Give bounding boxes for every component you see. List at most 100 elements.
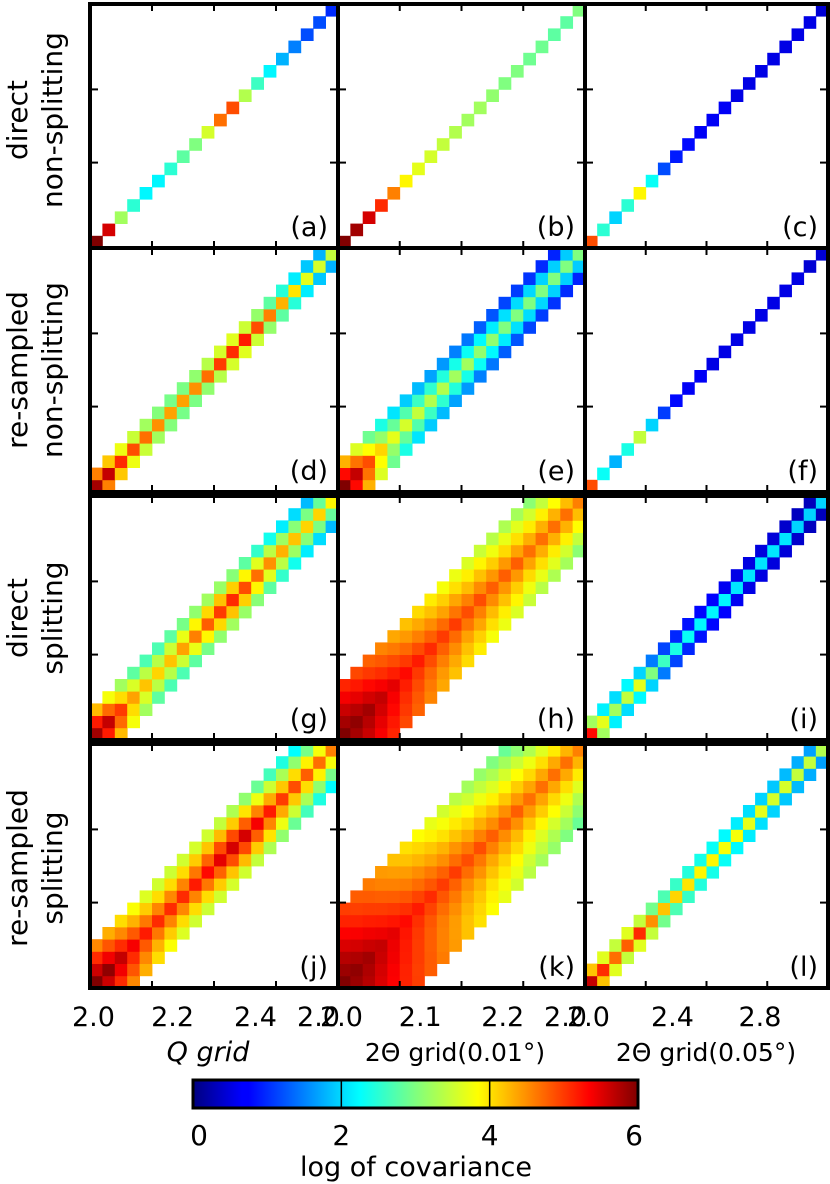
heatmap-cell (350, 902, 364, 916)
heatmap-cell (767, 780, 780, 794)
heatmap-cell (189, 890, 202, 903)
heatmap-cell (238, 89, 252, 102)
heatmap-cell (350, 467, 364, 481)
heatmap-cell (362, 727, 376, 741)
heatmap-cell (338, 467, 351, 481)
heatmap-cell (803, 744, 817, 757)
heatmap-cell (791, 532, 805, 546)
heatmap-cell (387, 630, 401, 643)
heatmap-cell (523, 272, 536, 285)
heatmap-cell (313, 496, 326, 509)
heatmap-cell (510, 780, 524, 794)
heatmap-cell (424, 666, 438, 680)
heatmap-cell (436, 841, 450, 855)
heatmap-cell (498, 618, 512, 631)
heatmap-cell (399, 679, 413, 692)
heatmap-cell (791, 520, 805, 533)
heatmap-cell (350, 223, 364, 237)
heatmap-cell (152, 878, 165, 891)
heatmap-cell (449, 394, 462, 407)
heatmap-cell (436, 890, 450, 903)
heatmap-cell (114, 914, 128, 928)
heatmap-cell (657, 406, 671, 420)
heatmap-cell (498, 768, 512, 781)
heatmap-cell (251, 77, 264, 90)
heatmap-cell (473, 101, 487, 115)
heatmap-cell (572, 768, 586, 781)
heatmap-cell (473, 630, 487, 643)
heatmap-cell (510, 593, 524, 607)
heatmap-cell (412, 642, 425, 655)
heatmap-cell (498, 829, 512, 842)
heatmap-cell (313, 248, 326, 261)
heatmap-cell (214, 630, 227, 643)
heatmap-cell (486, 593, 499, 607)
heatmap-cell (226, 853, 240, 867)
heatmap-cell (251, 593, 264, 607)
heatmap-cell (424, 642, 438, 655)
heatmap-cell (226, 605, 240, 619)
heatmap-cell (473, 841, 487, 855)
heatmap-cell (251, 544, 264, 558)
heatmap-cell (350, 914, 364, 928)
heatmap-cell (535, 296, 549, 310)
heatmap-cell (300, 768, 314, 781)
heatmap-cell (815, 756, 829, 769)
heatmap-cell (449, 581, 462, 594)
heatmap-cell (803, 756, 817, 769)
heatmap-cell (152, 890, 165, 903)
heatmap-cell (535, 272, 549, 285)
column-xlabel-q: Q grid (167, 1037, 251, 1068)
heatmap-cell (572, 780, 586, 794)
heatmap-cell (214, 618, 227, 631)
heatmap-cell (176, 666, 190, 680)
heatmap-cell (473, 357, 487, 371)
heatmap-cell (338, 975, 351, 989)
panel-frame (583, 742, 830, 990)
heatmap-cell (436, 382, 450, 395)
heatmap-cell (412, 853, 425, 867)
heatmap-cell (767, 532, 780, 546)
heatmap-cell (436, 593, 450, 607)
heatmap-cell (560, 16, 574, 29)
heatmap-cell (325, 508, 339, 521)
heatmap-cell (523, 581, 536, 594)
heatmap-cell (164, 902, 178, 916)
heatmap-cell (436, 878, 450, 891)
heatmap-cell (176, 150, 190, 163)
panel-e: (e) (336, 246, 587, 494)
heatmap-cell (486, 630, 499, 643)
heatmap-cell (251, 569, 264, 582)
heatmap-cell (362, 890, 376, 903)
heatmap-cell (547, 272, 561, 285)
heatmap-cell (424, 878, 438, 891)
heatmap-cell (510, 520, 524, 533)
heatmap-cell (387, 902, 401, 916)
heatmap-cell (560, 260, 574, 273)
heatmap-cell (486, 841, 499, 855)
panel-f: (f) (583, 246, 830, 494)
heatmap-cell (201, 370, 215, 383)
heatmap-cell (362, 902, 376, 916)
heatmap-cell (214, 890, 227, 903)
heatmap-cell (176, 927, 190, 940)
heatmap-cell (523, 593, 536, 607)
heatmap-cell (288, 805, 302, 818)
x-tick-label: 2.8 (738, 1002, 781, 1033)
heatmap-cell (412, 890, 425, 903)
heatmap-cell (152, 951, 165, 964)
heatmap-cell (387, 878, 401, 891)
heatmap-cell (139, 890, 153, 903)
heatmap-cell (449, 654, 462, 668)
heatmap-cell (201, 841, 215, 855)
heatmap-cell (300, 28, 314, 41)
heatmap-cell (424, 914, 438, 928)
heatmap-cell (251, 321, 264, 334)
heatmap-cell (572, 260, 586, 273)
heatmap-cell (779, 780, 792, 794)
heatmap-cell (238, 557, 252, 570)
heatmap-cell (449, 666, 462, 680)
row-label-2-line-1: direct (1, 578, 34, 658)
heatmap-cell (767, 557, 780, 570)
heatmap-cell (387, 927, 401, 940)
